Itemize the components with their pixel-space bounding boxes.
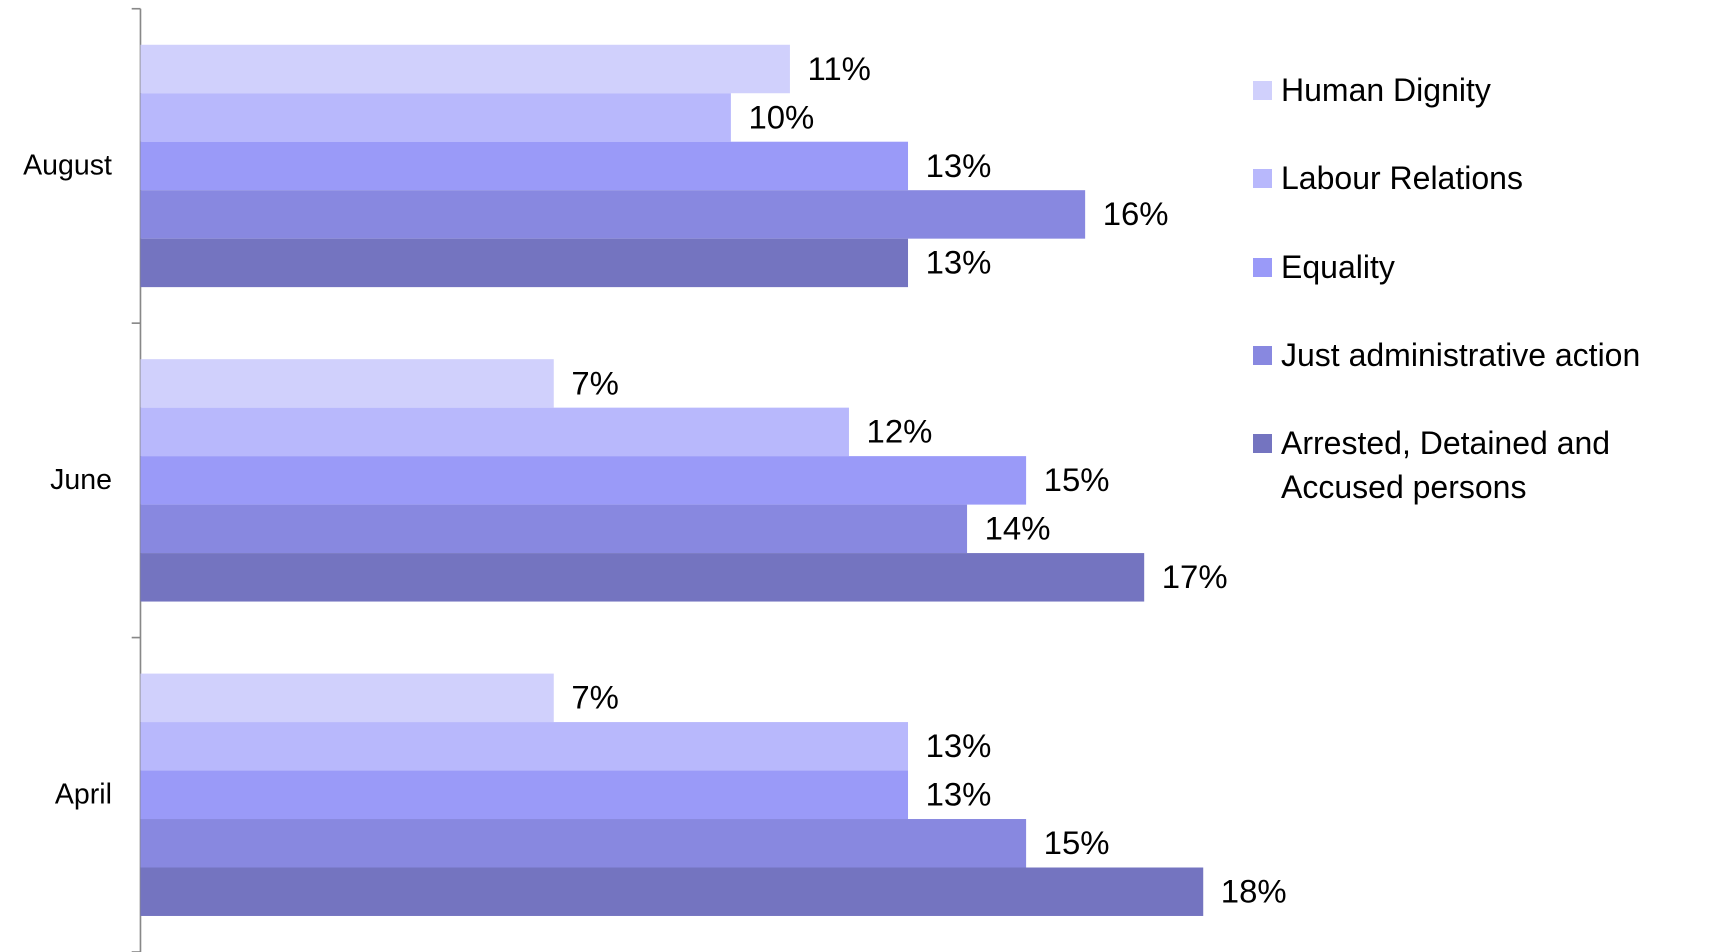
data-label: 7% (571, 364, 619, 401)
data-label: 13% (926, 776, 992, 813)
data-label: 18% (1221, 873, 1287, 910)
legend-swatch (1253, 434, 1272, 453)
bar (140, 867, 1204, 916)
data-label: 15% (1044, 461, 1110, 498)
bar (140, 190, 1086, 239)
legend-swatch (1253, 258, 1272, 277)
legend-label: Arrested, Detained and Accused persons (1281, 425, 1611, 505)
data-label: 13% (926, 244, 992, 281)
data-label: 13% (926, 147, 992, 184)
data-label: 11% (807, 50, 870, 87)
bar (140, 141, 909, 191)
data-label: 17% (1162, 558, 1228, 595)
data-label: 15% (1044, 824, 1110, 861)
bar (140, 553, 1145, 602)
bar (140, 44, 790, 94)
data-label: 14% (985, 510, 1051, 547)
category-label: April (55, 778, 112, 810)
legend-swatch (1253, 81, 1272, 100)
data-label: 13% (926, 727, 992, 764)
bar (140, 722, 909, 771)
data-label: 7% (571, 679, 619, 716)
legend-label: Labour Relations (1281, 160, 1523, 196)
legend-swatch (1253, 346, 1272, 365)
data-label: 16% (1103, 195, 1169, 232)
legend-label: Just administrative action (1281, 337, 1641, 373)
bar (140, 819, 1027, 868)
data-label: 12% (867, 413, 933, 450)
bar (140, 504, 968, 554)
data-label: 10% (748, 98, 814, 135)
bar (140, 456, 1027, 505)
bar (140, 673, 554, 723)
category-label: August (23, 150, 112, 182)
bar (140, 770, 909, 820)
bar (140, 93, 731, 142)
bar (140, 407, 849, 457)
legend-label: Equality (1281, 249, 1395, 285)
bar (140, 238, 909, 288)
legend-swatch (1253, 169, 1272, 188)
legend-label: Human Dignity (1281, 72, 1491, 108)
category-label: June (50, 464, 112, 496)
bar (140, 359, 554, 408)
